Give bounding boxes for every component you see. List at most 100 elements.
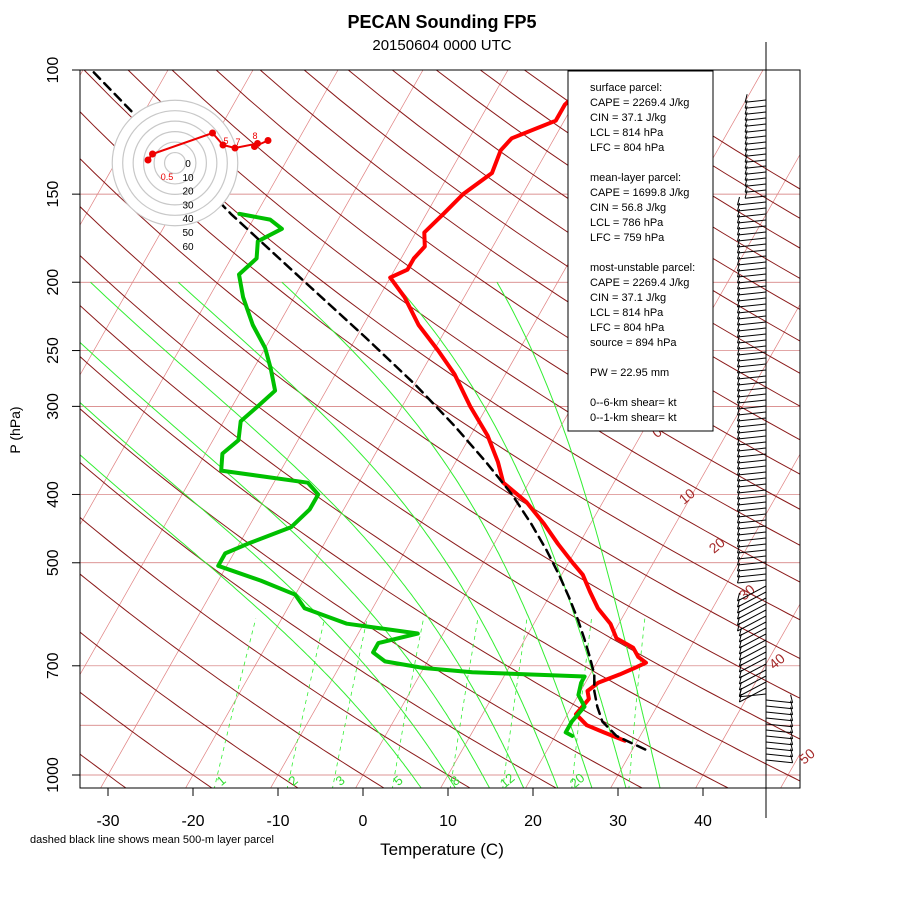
hodograph-ring (132, 120, 218, 206)
wind-barb-flag (737, 520, 740, 530)
wind-barb-flag (737, 250, 740, 260)
wind-barb-flag (737, 322, 740, 332)
wind-barb-staff (737, 321, 767, 326)
hodograph-ring-label: 30 (182, 200, 194, 211)
wind-barb-staff (737, 495, 767, 500)
dry-adiabat-line (80, 516, 472, 788)
y-tick-label: 200 (45, 269, 62, 296)
wind-barb-staff (737, 225, 767, 230)
wind-barb-staff (745, 165, 767, 169)
wind-barb-flag (737, 304, 740, 314)
wind-barb-flag (737, 532, 740, 542)
wind-barb-flag (737, 244, 740, 254)
wind-barb-staff (737, 255, 767, 260)
hodograph-point (209, 129, 216, 137)
wind-barb-staff (737, 201, 767, 206)
wind-barb-flag (737, 556, 740, 566)
wind-barb-flag (744, 106, 748, 115)
wind-barb-flag (737, 340, 740, 350)
wind-barb-staff (765, 699, 793, 704)
wind-barb-flag (737, 424, 740, 434)
wind-barb-staff (745, 141, 767, 145)
wind-barb-staff (737, 555, 767, 560)
mixing-ratio-line (286, 618, 325, 788)
wind-barb-flag (790, 706, 794, 715)
y-tick-label: 400 (45, 481, 62, 508)
hodograph-point (264, 137, 272, 144)
wind-barb-staff (737, 405, 767, 410)
hodograph-ring (111, 99, 239, 227)
wind-barb-flag (737, 256, 740, 266)
wind-barb-staff (737, 531, 767, 536)
y-tick-label: 700 (45, 652, 62, 679)
moist-adiabat-line (177, 281, 559, 788)
mean-layer-cape: CAPE = 1699.8 J/kg (590, 187, 689, 199)
wind-barb-staff (737, 513, 767, 518)
hodograph-point (144, 156, 152, 164)
wind-barb-flag (737, 214, 740, 224)
wind-barb-flag (744, 130, 748, 139)
wind-barb-staff (737, 267, 767, 272)
wind-barb-flag (737, 514, 740, 524)
dry-adiabat-line (83, 70, 800, 583)
wind-barb-staff (745, 177, 767, 181)
wind-barb-staff (737, 489, 767, 494)
wind-barb-staff (737, 339, 767, 344)
surface-cin: CIN = 37.1 J/kg (590, 112, 666, 124)
isotherm-line (695, 603, 800, 788)
wind-barb-flag (790, 736, 794, 745)
hodograph-point (219, 141, 227, 149)
isotherm-label: 50 (796, 745, 818, 767)
wind-barb-staff (737, 327, 767, 332)
wind-barb-flag (737, 310, 740, 320)
wind-barb-staff (739, 657, 767, 673)
wind-barb-staff (737, 447, 767, 452)
wind-barb-flag (737, 592, 740, 602)
wind-barb-flag (790, 742, 794, 751)
wind-barb-staff (737, 213, 767, 218)
wind-barb-staff (737, 393, 767, 398)
dry-adiabat-line (303, 70, 800, 407)
wind-barb-staff (737, 561, 767, 566)
wind-barb-staff (745, 129, 767, 133)
y-tick-label: 500 (45, 549, 62, 576)
isotherm-label: 20 (706, 534, 728, 556)
dry-adiabat-line (80, 157, 800, 660)
wind-barb-staff (745, 105, 767, 109)
wind-barb-staff (737, 573, 767, 578)
most-unstable-cin: CIN = 37.1 J/kg (590, 292, 666, 304)
wind-barb-staff (737, 579, 767, 584)
wind-barb-flag (737, 400, 740, 410)
wind-barb-staff (745, 123, 767, 127)
temperature-line (388, 70, 648, 743)
hodograph-height-label: 5 (223, 136, 228, 146)
wind-barb-flag (737, 328, 740, 338)
isotherm-label: 10 (676, 485, 698, 507)
hodograph-point (251, 143, 258, 150)
mixing-ratio-line (332, 618, 368, 788)
wind-barb-staff (737, 369, 767, 374)
wind-barb-staff (737, 219, 767, 224)
plot-frame (79, 69, 801, 789)
wind-barb-staff (765, 759, 793, 764)
wind-barb-flag (737, 544, 740, 554)
y-tick-label: 1000 (45, 757, 62, 793)
wind-barb-staff (739, 675, 767, 691)
wind-barb-staff (765, 723, 793, 728)
precipitable-water: PW = 22.95 mm (590, 367, 669, 379)
wind-barb-staff (737, 315, 767, 320)
surface-cape: CAPE = 2269.4 J/kg (590, 97, 689, 109)
wind-barb-staff (739, 621, 767, 637)
wind-barb-flag (744, 112, 748, 121)
hodograph-ring (122, 110, 228, 216)
wind-barb-flag (737, 448, 740, 458)
wind-barb-staff (737, 285, 767, 290)
wind-barb-staff (737, 501, 767, 506)
wind-barb-staff (737, 429, 767, 434)
wind-barb-flag (744, 142, 748, 151)
wind-barb-staff (737, 519, 767, 524)
y-tick-label: 150 (45, 181, 62, 208)
moist-adiabat-line (80, 401, 456, 788)
wind-barb-flag (737, 292, 740, 302)
